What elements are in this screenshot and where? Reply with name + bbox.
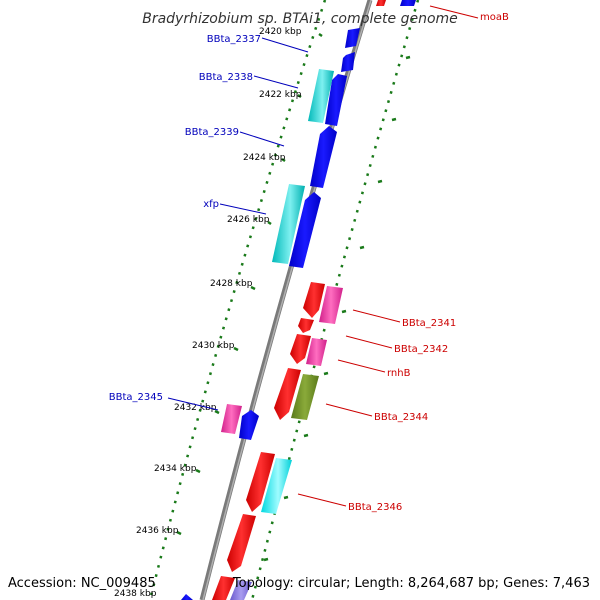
gene-label-bbta-2341[interactable]: BBta_2341 [402, 318, 456, 329]
gene-arrow[interactable] [272, 184, 305, 264]
tick-label: 2432 kbp [174, 403, 217, 413]
gene-label-bbta-2346[interactable]: BBta_2346 [348, 502, 402, 513]
tick-label: 2430 kbp [192, 341, 235, 351]
gene-arrow[interactable] [246, 452, 275, 512]
gene-arrow[interactable] [274, 368, 301, 420]
tick-label: 2438 kbp [114, 589, 157, 599]
gene-arrow[interactable] [291, 374, 319, 420]
tick-label: 2424 kbp [243, 153, 286, 163]
gene-label-bbta-2338[interactable]: BBta_2338 [199, 72, 253, 83]
gene-arrow[interactable] [341, 52, 355, 72]
gene-arrow[interactable] [303, 282, 325, 318]
map-title: Bradyrhizobium sp. BTAi1, complete genom… [142, 11, 458, 27]
tick-label: 2428 kbp [210, 279, 253, 289]
gene-arrow[interactable] [261, 458, 292, 514]
gene-label-bbta-2344[interactable]: BBta_2344 [374, 412, 428, 423]
inner-tick-circle [148, 0, 327, 600]
gene-arrow[interactable] [289, 192, 321, 268]
gene-arrow[interactable] [212, 576, 235, 600]
tick-label: 2434 kbp [154, 464, 197, 474]
forward-genes [181, 0, 416, 600]
tick-label: 2422 kbp [259, 90, 302, 100]
gene-arrow[interactable] [319, 286, 343, 324]
outer-tick-circle [250, 0, 420, 600]
gene-label-bbta-2342[interactable]: BBta_2342 [394, 344, 448, 355]
gene-arrow[interactable] [400, 0, 416, 6]
gene-arrow[interactable] [239, 410, 259, 440]
gene-labels: moaB BBta_2337 BBta_2338 BBta_2339 xfp B… [109, 12, 509, 513]
gene-arrow[interactable] [376, 0, 386, 6]
gene-arrow[interactable] [306, 338, 327, 366]
accession-text: Accession: NC_009485 [8, 576, 156, 591]
gene-arrow[interactable] [308, 69, 334, 123]
gene-arrow[interactable] [230, 580, 252, 600]
gene-arrow[interactable] [221, 404, 242, 434]
gene-arrow[interactable] [181, 594, 193, 600]
gene-arrow[interactable] [298, 318, 314, 333]
topology-text: Topology: circular; Length: 8,264,687 bp… [232, 576, 590, 591]
tick-label: 2420 kbp [259, 27, 302, 37]
leader-lines [167, 5, 479, 507]
tick-label: 2436 kbp [136, 526, 179, 536]
gene-label-rnhb[interactable]: rnhB [387, 368, 411, 379]
gene-label-xfp[interactable]: xfp [203, 199, 219, 210]
gene-label-bbta-2337[interactable]: BBta_2337 [207, 34, 261, 45]
gene-arrow[interactable] [227, 514, 256, 572]
tick-marks [176, 32, 411, 562]
gene-arrow[interactable] [290, 334, 311, 364]
gene-label-bbta-2345[interactable]: BBta_2345 [109, 392, 163, 403]
tick-label: 2426 kbp [227, 215, 270, 225]
tick-labels: 2420 kbp 2422 kbp 2424 kbp 2426 kbp 2428… [114, 27, 302, 599]
gene-label-bbta-2339[interactable]: BBta_2339 [185, 127, 239, 138]
gene-arrow[interactable] [310, 126, 337, 188]
gene-arrow[interactable] [325, 74, 347, 126]
reverse-genes [212, 282, 343, 600]
gene-arrow[interactable] [345, 28, 360, 48]
gene-label-moab[interactable]: moaB [480, 12, 509, 23]
